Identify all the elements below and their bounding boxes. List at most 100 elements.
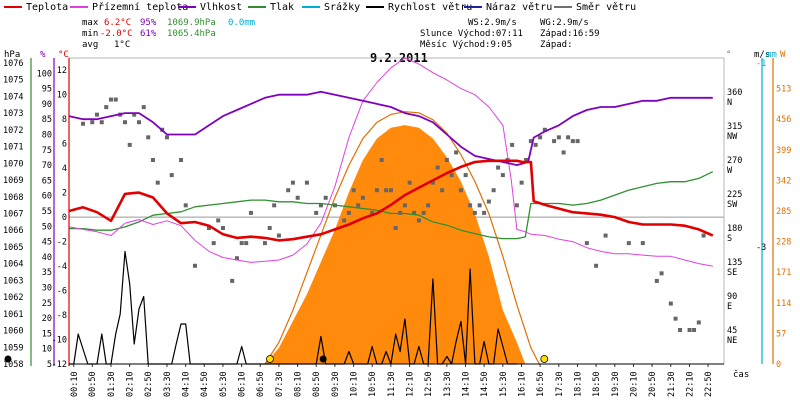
wind-direction-point [230, 278, 235, 283]
humidity-tick-label: 50 [42, 222, 52, 232]
solar-tick-label: 342 [776, 176, 791, 186]
stats-min-hum: 61% [140, 29, 157, 39]
wind-direction-point [454, 150, 459, 155]
wind-direction-point [272, 203, 277, 208]
wind-direction-point [192, 263, 197, 268]
wind-direction-point [519, 180, 524, 185]
temperature-tick-label: 10 [57, 91, 67, 101]
legend-label-prizemni: Přízemní teplota [92, 1, 188, 13]
wind-direction-point [94, 112, 99, 117]
wind-direction-point [132, 112, 137, 117]
time-tick-label: 07:30 [275, 371, 285, 397]
pressure-tick-label: 1075 [3, 76, 23, 86]
time-tick-label: 05:30 [219, 371, 229, 397]
moonrise-marker [319, 355, 327, 363]
wind-direction-point [314, 210, 319, 215]
legend-label-vlhkost: Vlhkost [200, 2, 242, 13]
time-tick-label: 20:10 [630, 371, 640, 397]
wind-direction-point [286, 188, 291, 193]
wind-direction-point [678, 328, 683, 332]
temperature-tick-label: -12 [52, 360, 67, 370]
wind-direction-point [183, 203, 188, 208]
direction-tick-label: N [727, 98, 732, 108]
humidity-tick-label: 100 [37, 69, 52, 79]
unit-degc: °C [58, 50, 69, 60]
unit-ms: m/s [754, 50, 770, 60]
direction-tick-label: 90 [727, 292, 737, 302]
wind-direction-point [108, 97, 113, 102]
solar-tick-label: 399 [776, 146, 791, 156]
humidity-tick-label: 60 [42, 192, 52, 202]
time-tick-label: 18:50 [592, 371, 602, 397]
solar-tick-label: 456 [776, 115, 791, 125]
wind-direction-point [295, 195, 300, 200]
wind-direction-point [276, 233, 281, 238]
temperature-tick-label: 2 [62, 189, 67, 199]
wind-direction-point [239, 241, 244, 246]
time-tick-label: 11:30 [387, 371, 397, 397]
wind-direction-point [496, 165, 501, 170]
pressure-tick-label: 1074 [3, 92, 23, 102]
pressure-tick-label: 1071 [3, 143, 23, 153]
wind-direction-point [542, 127, 547, 132]
wind-direction-point [90, 120, 95, 125]
wind-direction-point [150, 158, 155, 162]
wind-direction-point [692, 328, 697, 332]
time-tick-label: 13:30 [443, 371, 453, 397]
temperature-tick-label: 12 [57, 66, 67, 76]
wind-direction-point [416, 218, 421, 223]
time-tick-label: 01:30 [107, 371, 117, 397]
time-tick-label: 16:50 [536, 371, 546, 397]
wind-direction-point [216, 218, 221, 223]
time-tick-label: 12:50 [424, 371, 434, 397]
pressure-tick-label: 1070 [3, 159, 23, 169]
time-tick-label: 00:50 [88, 371, 98, 397]
humidity-tick-label: 5 [47, 360, 52, 370]
temperature-tick-label: -8 [57, 311, 67, 321]
time-tick-label: 00:10 [70, 371, 80, 397]
humidity-tick-label: 55 [42, 207, 52, 217]
humidity-tick-label: 35 [42, 268, 52, 278]
time-tick-label: 04:50 [200, 371, 210, 397]
wind-direction-point [556, 135, 561, 140]
time-tick-label: 06:50 [256, 371, 266, 397]
time-tick-label: 17:30 [555, 371, 565, 397]
wind-direction-point [323, 195, 328, 200]
wind-direction-point [318, 203, 323, 208]
wind-direction-point [524, 158, 529, 162]
humidity-tick-label: 10 [42, 345, 52, 355]
solar-tick-label: 285 [776, 207, 791, 217]
wind-direction-point [220, 226, 225, 230]
wind-direction-point [468, 203, 473, 208]
humidity-tick-label: 70 [42, 161, 52, 171]
wind-direction-point [435, 165, 440, 170]
wind-direction-point [449, 173, 454, 178]
wind-direction-point [113, 97, 118, 102]
info-block: WS:2.9m/s WG:2.9m/s Slunce Východ:07:11 … [420, 18, 600, 50]
info-zapad1: Západ:16:59 [540, 29, 600, 39]
wind-direction-point [430, 180, 435, 185]
wind-direction-point [486, 199, 491, 204]
wind-direction-point [594, 263, 599, 268]
humidity-tick-label: 30 [42, 284, 52, 294]
wind-direction-point [164, 135, 169, 140]
time-tick-label: 04:10 [182, 371, 192, 397]
wind-direction-point [99, 120, 104, 125]
legend-label-naraz: Náraz větru [486, 1, 552, 13]
time-tick-label: 19:30 [611, 371, 621, 397]
direction-tick-label: E [727, 302, 732, 312]
solar-tick-label: 171 [776, 268, 791, 278]
direction-tick-label: W [727, 166, 733, 176]
speed-tick-label: -1 [756, 59, 766, 69]
humidity-tick-label: 25 [42, 299, 52, 309]
wind-direction-point [262, 241, 267, 246]
unit-pct: % [40, 50, 46, 60]
wind-direction-layer [80, 97, 706, 332]
wind-direction-point [155, 180, 160, 185]
solar-tick-label: 57 [776, 329, 786, 339]
direction-tick-label: 225 [727, 190, 742, 200]
direction-tick-label: S [727, 234, 732, 244]
time-tick-label: 15:30 [499, 371, 509, 397]
temperature-line [68, 159, 714, 242]
wind-direction-point [561, 150, 566, 155]
